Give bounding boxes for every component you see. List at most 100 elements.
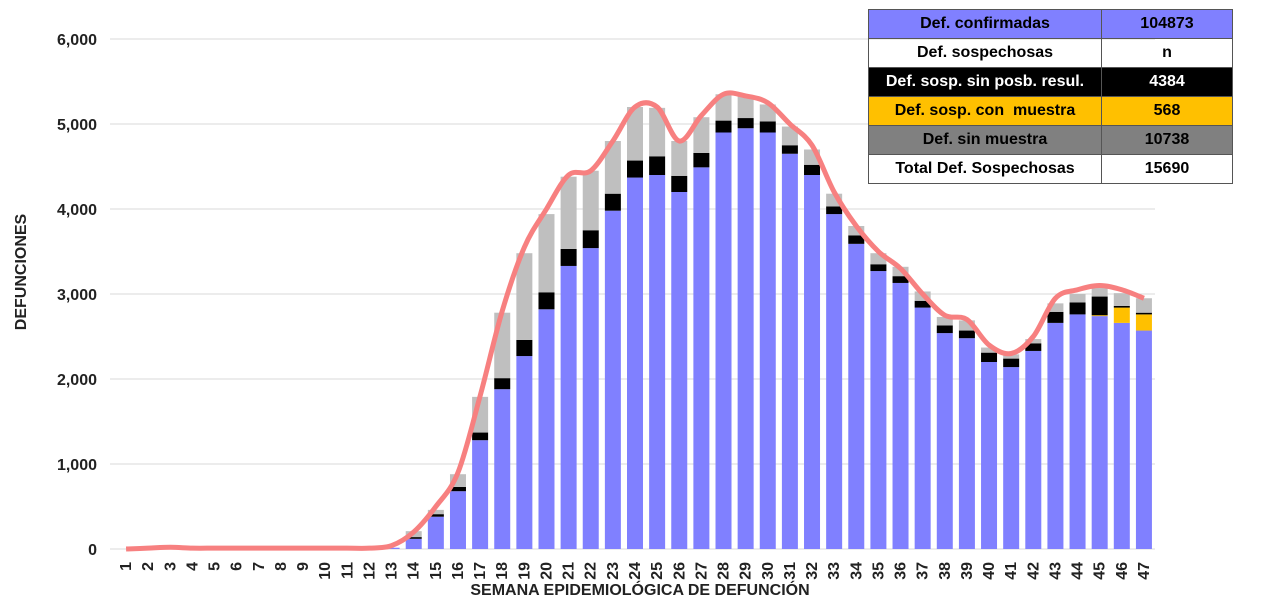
bar-segment — [936, 316, 953, 326]
bar-segment — [715, 132, 732, 549]
bar-segment — [383, 547, 400, 549]
x-tick-label: 20 — [538, 562, 555, 580]
bar-segment — [1091, 316, 1108, 549]
x-tick-label: 7 — [251, 562, 268, 571]
x-tick-label: 26 — [671, 562, 688, 580]
x-tick-label: 38 — [937, 562, 954, 580]
bar-segment — [427, 509, 444, 515]
bar-segment — [936, 325, 953, 334]
bar-segment — [914, 307, 931, 549]
x-tick-label: 45 — [1092, 562, 1109, 580]
x-tick-label: 46 — [1114, 562, 1131, 580]
bar-segment — [958, 320, 975, 331]
x-tick-label: 25 — [649, 562, 666, 580]
bar-segment — [560, 176, 577, 249]
bar-segment — [892, 276, 909, 283]
bar-segment — [405, 537, 422, 539]
x-tick-label: 1 — [118, 562, 135, 571]
table-value: 104873 — [1101, 9, 1233, 39]
bar-segment — [449, 491, 466, 549]
x-tick-label: 4 — [184, 562, 201, 571]
x-tick-label: 11 — [339, 562, 356, 579]
bar-segment — [649, 107, 666, 157]
bar-segment — [1135, 298, 1152, 313]
table-value: 10738 — [1101, 125, 1233, 155]
table-row: Total Def. Sospechosas 15690 — [868, 154, 1233, 184]
bar-segment — [693, 117, 710, 153]
x-tick-label: 9 — [295, 562, 312, 571]
y-tick-label: 5,000 — [57, 117, 97, 134]
bar-segment — [427, 514, 444, 517]
x-tick-label: 14 — [406, 562, 423, 580]
bar-segment — [627, 107, 643, 161]
bar-segment — [1113, 305, 1130, 308]
table-label: Total Def. Sospechosas — [868, 154, 1102, 184]
bar-segment — [936, 333, 953, 549]
bar-segment — [1025, 339, 1042, 344]
bar-segment — [1113, 322, 1130, 549]
bar-segment — [649, 156, 666, 175]
table-value: 15690 — [1101, 154, 1233, 184]
x-tick-label: 42 — [1025, 562, 1042, 580]
x-tick-label: 21 — [561, 562, 578, 580]
bar-segment — [715, 94, 732, 121]
bar-segment — [582, 170, 599, 231]
bar-segment — [472, 432, 489, 441]
y-axis-title: DEFUNCIONES — [13, 213, 30, 330]
y-tick-label: 0 — [88, 542, 97, 559]
x-tick-label: 27 — [693, 562, 710, 580]
bar-segment — [427, 516, 444, 549]
bar-segment — [604, 193, 621, 211]
bar-segment — [1069, 294, 1086, 303]
bar-segment — [671, 175, 688, 192]
x-tick-label: 31 — [782, 562, 799, 580]
y-tick-label: 3,000 — [57, 287, 97, 304]
bar-segment — [1003, 354, 1020, 359]
bar-segment — [870, 271, 887, 549]
table-row: Def. sospechosas n — [868, 38, 1233, 68]
bar-segment — [870, 264, 887, 272]
bar-segment — [981, 362, 998, 549]
x-tick-label: 22 — [583, 562, 600, 580]
bar-segment — [759, 132, 776, 549]
x-tick-label: 8 — [273, 562, 290, 571]
x-tick-label: 3 — [162, 562, 179, 571]
x-tick-label: 18 — [494, 562, 511, 580]
x-tick-label: 5 — [207, 562, 224, 571]
bar-segment — [472, 440, 489, 549]
bar-segment — [449, 486, 466, 492]
bar-segment — [516, 253, 533, 340]
bar-segment — [1113, 293, 1130, 306]
y-tick-label: 4,000 — [57, 202, 97, 219]
bar-segment — [494, 378, 511, 390]
x-tick-label: 34 — [848, 562, 865, 580]
table-label: Def. sin muestra — [868, 125, 1102, 155]
bar-segment — [804, 164, 821, 175]
x-tick-label: 10 — [317, 562, 334, 580]
bar-segment — [1047, 311, 1064, 323]
bar-segment — [494, 389, 511, 549]
bar-segment — [627, 160, 643, 178]
table-label: Def. confirmadas — [868, 9, 1102, 39]
summary-table: Def. confirmadas 104873 Def. sospechosas n D… — [868, 9, 1233, 184]
bar-segment — [848, 243, 865, 549]
bar-segment — [671, 141, 688, 176]
table-row: Def. sosp. con muestra 568 — [868, 96, 1233, 126]
x-tick-label: 32 — [804, 562, 821, 580]
bar-segment — [958, 330, 975, 339]
x-tick-label: 44 — [1070, 562, 1087, 580]
x-tick-label: 16 — [450, 562, 467, 580]
x-tick-label: 35 — [870, 562, 887, 580]
bar-segment — [560, 265, 577, 549]
bar-segment — [759, 121, 776, 133]
table-row: Def. sosp. sin posb. resul. 4384 — [868, 67, 1233, 97]
bar-segment — [1025, 350, 1042, 549]
bar-segment — [781, 126, 798, 146]
table-value: n — [1101, 38, 1233, 68]
x-tick-label: 36 — [893, 562, 910, 580]
bar-segment — [848, 226, 865, 236]
bar-segment — [516, 356, 533, 549]
y-tick-label: 2,000 — [57, 372, 97, 389]
